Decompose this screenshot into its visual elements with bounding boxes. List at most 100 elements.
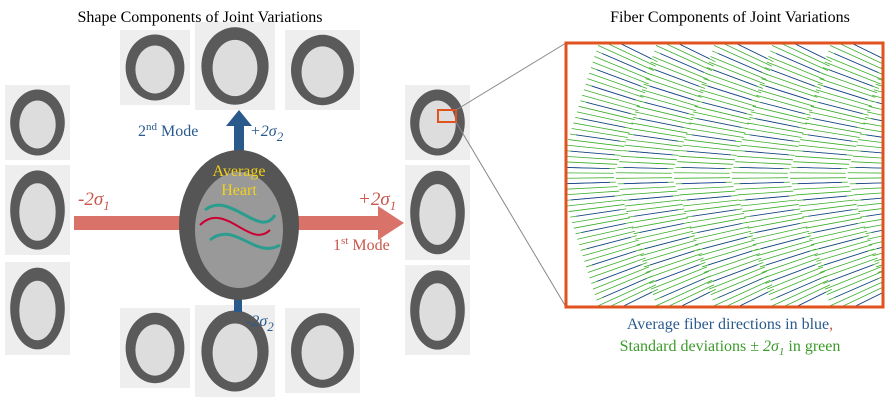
main: -2σ xyxy=(246,313,268,330)
fiber xyxy=(635,112,691,124)
fiber xyxy=(740,145,796,151)
fiber-mean xyxy=(835,278,879,297)
fiber-mean xyxy=(666,292,710,314)
plus-sigma1: +2σ1 xyxy=(358,189,396,213)
fiber-mean xyxy=(824,86,868,100)
fiber xyxy=(630,128,686,137)
fiber xyxy=(573,123,629,133)
minus-sigma1: -2σ1 xyxy=(78,189,110,213)
fiber xyxy=(683,200,739,206)
fiber xyxy=(805,123,861,133)
fiber-mean xyxy=(803,196,847,200)
word: Mode xyxy=(157,123,198,140)
fiber xyxy=(693,227,749,239)
fiber xyxy=(865,117,889,128)
fiber-mean xyxy=(723,37,767,58)
fiber-mean xyxy=(571,196,615,200)
fiber xyxy=(825,267,881,289)
fiber xyxy=(767,267,823,289)
fiber-mean xyxy=(718,54,762,73)
fiber-mean xyxy=(571,151,615,155)
fiber-mean xyxy=(745,151,789,155)
fiber-mean xyxy=(629,151,673,155)
heart-thumb-cavity xyxy=(302,46,344,97)
fiber xyxy=(746,213,802,222)
fiber xyxy=(863,123,889,133)
fiber-mean xyxy=(698,224,742,233)
fiber xyxy=(678,187,734,190)
fiber xyxy=(705,73,761,93)
main: +2σ xyxy=(358,189,390,210)
fiber-mean xyxy=(708,86,752,100)
fiber xyxy=(690,218,746,228)
fiber xyxy=(822,258,878,278)
fiber xyxy=(747,123,803,133)
arrow-left xyxy=(74,216,184,230)
fiber xyxy=(748,218,804,228)
before: Standard deviations ± xyxy=(620,338,763,355)
fiber xyxy=(598,45,654,70)
fiber-mean xyxy=(682,182,726,183)
heart-thumb-cavity xyxy=(419,101,455,149)
fiber-mean xyxy=(702,102,746,113)
fiber-mean xyxy=(866,210,889,216)
fiber-mean xyxy=(866,135,889,141)
text: Average fiber directions in blue xyxy=(627,316,829,333)
plus-sigma2: +2σ2 xyxy=(250,123,284,144)
ordinal: 1 xyxy=(333,237,341,254)
fiber-mean xyxy=(639,119,683,128)
fiber xyxy=(588,254,644,273)
fiber xyxy=(794,187,850,190)
fiber xyxy=(572,128,628,137)
fiber xyxy=(830,45,886,70)
fiber xyxy=(587,79,643,98)
fiber xyxy=(860,209,889,217)
fiber-mean xyxy=(634,210,678,216)
fiber xyxy=(589,73,645,93)
zoom-line xyxy=(456,43,566,110)
sub: 1 xyxy=(103,198,110,213)
fiber xyxy=(866,222,889,233)
fiber xyxy=(590,258,646,278)
fiber-mean xyxy=(813,119,857,128)
fiber-mean xyxy=(566,182,610,183)
fiber xyxy=(819,79,875,98)
arrow-right xyxy=(296,206,404,240)
fiber xyxy=(737,156,793,160)
suffix: nd xyxy=(146,121,158,133)
fiber xyxy=(867,112,889,124)
fiber xyxy=(736,187,792,190)
fiber xyxy=(767,62,823,84)
fiber-mean xyxy=(650,86,694,100)
fiber xyxy=(563,191,619,195)
fiber-mean xyxy=(582,224,626,233)
fiber xyxy=(566,145,622,151)
fiber xyxy=(621,191,677,195)
fiber xyxy=(795,156,851,160)
comma: , xyxy=(829,316,833,333)
fiber xyxy=(764,258,820,278)
fiber xyxy=(625,200,681,206)
fiber xyxy=(561,162,617,165)
fiber-mean xyxy=(576,210,620,216)
fiber-mean xyxy=(587,237,631,249)
fiber xyxy=(798,145,854,151)
zoom-line xyxy=(456,122,566,307)
fiber xyxy=(593,267,649,289)
mode2-label: 2nd Mode xyxy=(138,121,198,140)
fiber xyxy=(799,200,855,206)
fiber-mean xyxy=(623,167,667,168)
fiber-mean xyxy=(660,54,704,73)
fiber xyxy=(648,258,704,278)
word: Mode xyxy=(348,237,389,254)
heart-thumb-cavity xyxy=(419,184,455,245)
fiber xyxy=(735,162,791,165)
average-heart-label: Average xyxy=(213,163,266,180)
fiber xyxy=(656,45,712,70)
main: 2σ xyxy=(763,338,780,355)
fiber xyxy=(804,213,860,222)
fiber-mean xyxy=(697,119,741,128)
fiber-mean xyxy=(629,196,673,200)
heart-thumb-cavity xyxy=(19,183,55,241)
fiber-mean xyxy=(814,224,858,233)
